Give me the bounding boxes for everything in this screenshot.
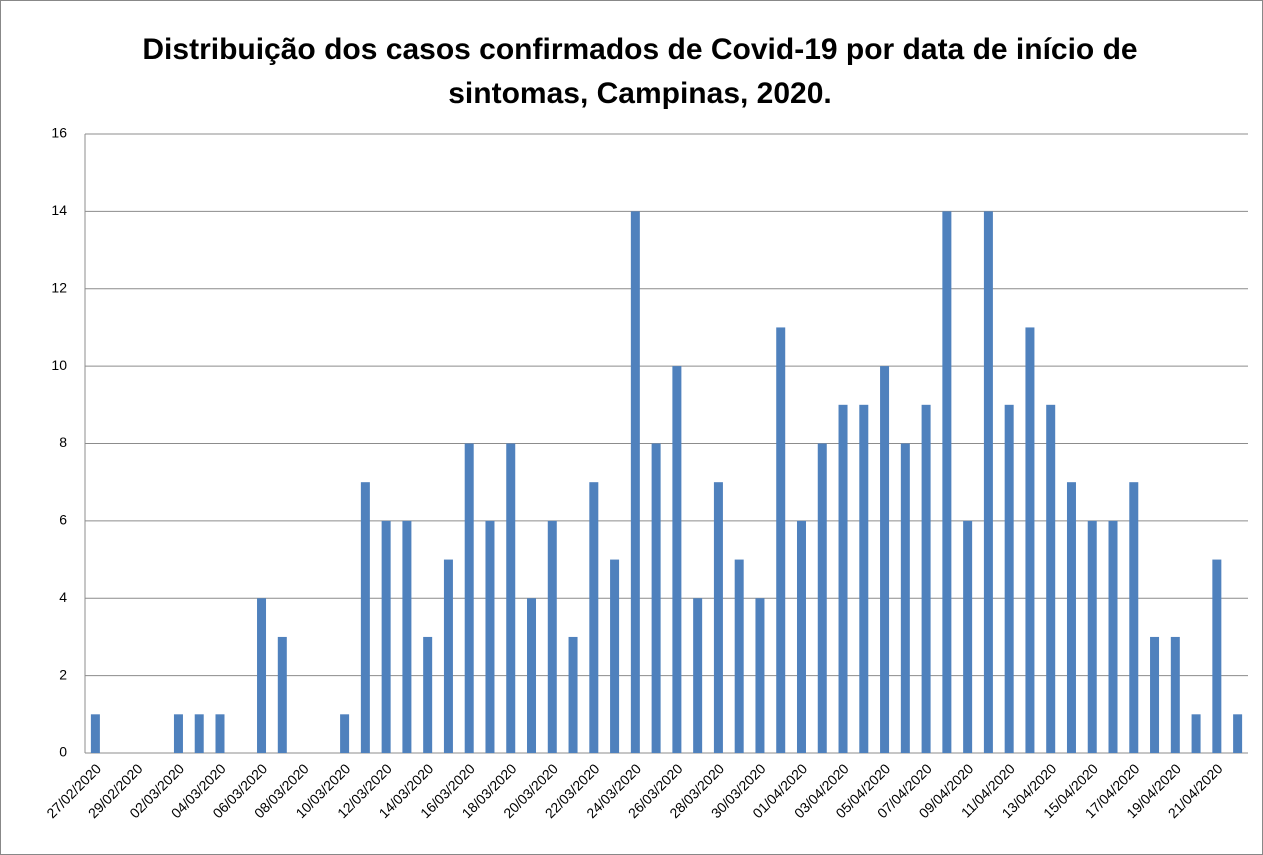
y-tick-label: 12	[51, 279, 67, 295]
bar	[90, 714, 100, 753]
bar	[963, 520, 973, 753]
y-tick-label: 8	[59, 434, 67, 450]
bar	[1087, 520, 1097, 753]
y-tick-label: 10	[51, 357, 67, 373]
bar	[1025, 327, 1035, 753]
bar	[921, 404, 931, 753]
bar	[527, 598, 537, 753]
bar	[817, 443, 827, 753]
y-tick-label: 16	[51, 125, 67, 141]
bar	[942, 211, 952, 753]
y-tick-label: 6	[59, 512, 67, 528]
bar	[1233, 714, 1243, 753]
bar	[568, 636, 578, 753]
bar	[1046, 404, 1056, 753]
y-tick-label: 0	[59, 744, 67, 760]
bar	[610, 559, 620, 753]
bar	[693, 598, 703, 753]
bar	[173, 714, 183, 753]
bar	[1212, 559, 1222, 753]
chart-title: Distribuição dos casos confirmados de Co…	[142, 33, 1138, 110]
bar	[755, 598, 765, 753]
bar	[796, 520, 806, 753]
bar	[381, 520, 391, 753]
bar	[838, 404, 848, 753]
y-tick-label: 14	[51, 202, 67, 218]
bar	[485, 520, 495, 753]
bar	[423, 636, 433, 753]
bar	[734, 559, 744, 753]
bar	[443, 559, 453, 753]
bar	[215, 714, 225, 753]
bar	[983, 211, 993, 753]
bar	[257, 598, 267, 753]
bar	[1004, 404, 1014, 753]
bar	[776, 327, 786, 753]
bar	[651, 443, 661, 753]
bar	[630, 211, 640, 753]
bar	[1129, 482, 1139, 753]
y-tick-label: 4	[59, 589, 67, 605]
bar	[880, 366, 890, 753]
bar	[713, 482, 723, 753]
bar	[506, 443, 516, 753]
bar	[859, 404, 869, 753]
bar	[547, 520, 557, 753]
bar	[194, 714, 204, 753]
bar	[464, 443, 474, 753]
bar	[589, 482, 599, 753]
bar	[1066, 482, 1076, 753]
bar	[277, 636, 287, 753]
bar	[1108, 520, 1118, 753]
bar	[360, 482, 370, 753]
bar	[1150, 636, 1160, 753]
bar	[402, 520, 412, 753]
bar	[1170, 636, 1180, 753]
bar	[900, 443, 910, 753]
bar	[672, 366, 682, 753]
bar	[340, 714, 350, 753]
bar	[1191, 714, 1201, 753]
y-tick-label: 2	[59, 666, 67, 682]
